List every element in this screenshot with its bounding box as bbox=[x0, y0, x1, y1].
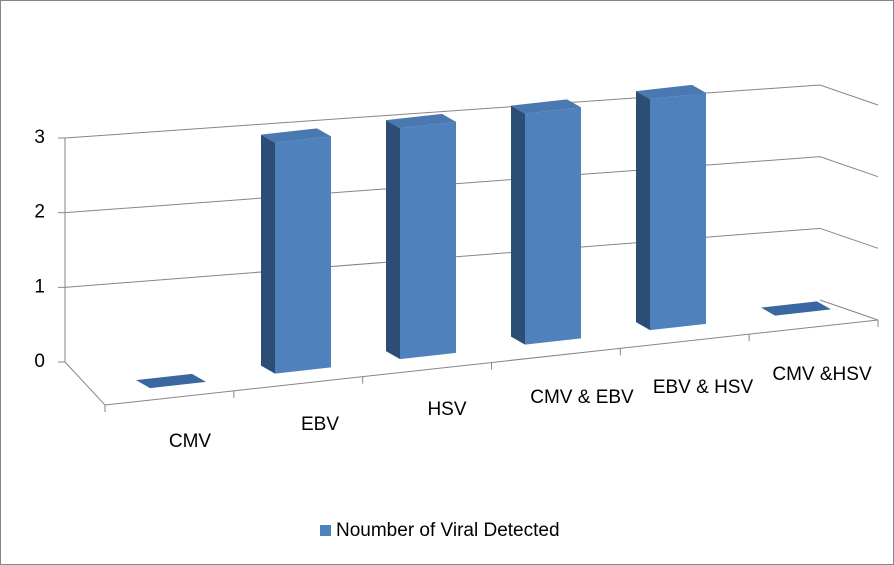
bar bbox=[636, 84, 706, 331]
bar bbox=[261, 128, 331, 374]
x-tick-label: EBV bbox=[301, 414, 339, 435]
x-tick-label: EBV & HSV bbox=[653, 377, 754, 398]
bar-side bbox=[511, 105, 525, 345]
x-tick-label: CMV &HSV bbox=[772, 364, 872, 385]
bar-top bbox=[761, 301, 831, 316]
bar-top bbox=[386, 113, 456, 129]
y-tick-label: 2 bbox=[34, 202, 45, 223]
x-tick-label: CMV & EBV bbox=[530, 387, 634, 408]
bar bbox=[386, 113, 456, 360]
bar-front bbox=[275, 136, 331, 374]
grid-line bbox=[64, 84, 879, 139]
bar-top bbox=[511, 99, 581, 114]
bar-front bbox=[650, 92, 706, 331]
x-tick-label: HSV bbox=[427, 399, 466, 420]
bar-side bbox=[636, 91, 650, 331]
bar-top bbox=[261, 128, 331, 143]
y-tick-label: 1 bbox=[34, 276, 45, 297]
bar-side bbox=[386, 120, 400, 360]
y-tick-label: 0 bbox=[34, 351, 45, 372]
bar-top bbox=[636, 84, 706, 100]
bar-front bbox=[525, 107, 581, 345]
legend-swatch bbox=[320, 525, 331, 536]
bar-side bbox=[261, 134, 275, 374]
bar bbox=[511, 99, 581, 345]
bar-front bbox=[400, 121, 456, 360]
legend-label: Noumber of Viral Detected bbox=[336, 520, 560, 541]
bar-top bbox=[136, 373, 206, 389]
y-tick-label: 3 bbox=[34, 127, 45, 148]
bar bbox=[761, 301, 831, 316]
x-tick-label: CMV bbox=[169, 431, 212, 452]
bar bbox=[136, 373, 206, 389]
